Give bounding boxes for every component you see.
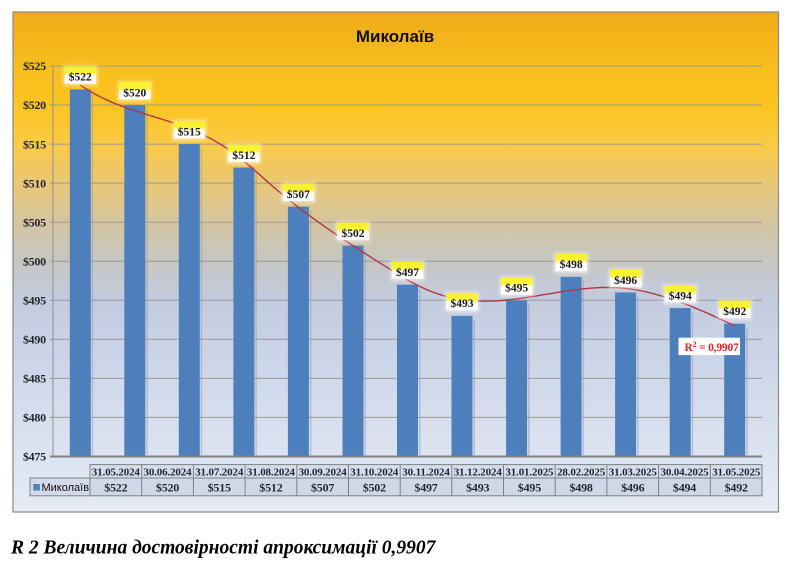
svg-text:$490: $490 — [23, 333, 46, 347]
svg-text:$520: $520 — [123, 86, 146, 99]
svg-text:$485: $485 — [23, 372, 46, 386]
svg-text:30.09.2024: 30.09.2024 — [299, 466, 348, 478]
svg-text:$497: $497 — [414, 481, 437, 495]
svg-text:$505: $505 — [23, 215, 46, 229]
svg-text:$496: $496 — [614, 274, 637, 287]
svg-text:$494: $494 — [673, 481, 696, 495]
svg-text:$510: $510 — [23, 176, 46, 190]
svg-text:$492: $492 — [723, 305, 746, 318]
svg-text:$502: $502 — [363, 481, 386, 495]
svg-text:31.05.2024: 31.05.2024 — [92, 466, 141, 478]
svg-text:30.11.2024: 30.11.2024 — [402, 466, 450, 478]
svg-text:$522: $522 — [69, 71, 92, 84]
svg-text:31.01.2025: 31.01.2025 — [505, 466, 554, 478]
svg-text:R2 = 0,9907: R2 = 0,9907 — [685, 340, 739, 354]
svg-text:31.07.2024: 31.07.2024 — [195, 466, 244, 478]
svg-text:31.12.2024: 31.12.2024 — [454, 466, 503, 478]
svg-text:$480: $480 — [23, 411, 46, 425]
svg-text:$495: $495 — [23, 294, 46, 308]
svg-text:$520: $520 — [23, 98, 46, 112]
svg-text:$498: $498 — [560, 258, 583, 271]
svg-text:$492: $492 — [725, 481, 748, 495]
svg-text:$500: $500 — [23, 254, 46, 268]
svg-text:$502: $502 — [342, 227, 365, 240]
svg-text:$522: $522 — [104, 481, 127, 495]
svg-text:R 2 Величина достовірності апр: R 2 Величина достовірності апроксимації … — [10, 537, 437, 558]
svg-text:30.04.2025: 30.04.2025 — [660, 466, 709, 478]
svg-text:$515: $515 — [178, 125, 201, 138]
svg-text:$493: $493 — [451, 297, 474, 310]
svg-text:31.10.2024: 31.10.2024 — [350, 466, 399, 478]
svg-text:$515: $515 — [208, 481, 231, 495]
svg-text:$515: $515 — [23, 137, 46, 151]
svg-text:$495: $495 — [518, 481, 541, 495]
svg-text:$525: $525 — [23, 59, 46, 73]
svg-text:$493: $493 — [466, 481, 489, 495]
svg-text:$495: $495 — [505, 282, 528, 295]
svg-text:Миколаїв: Миколаїв — [42, 482, 90, 494]
svg-text:$496: $496 — [621, 481, 644, 495]
svg-text:$520: $520 — [156, 481, 179, 495]
svg-text:31.05.2025: 31.05.2025 — [712, 466, 761, 478]
svg-text:31.03.2025: 31.03.2025 — [609, 466, 658, 478]
svg-text:$494: $494 — [669, 289, 692, 302]
svg-text:$512: $512 — [232, 149, 255, 162]
svg-text:28.02.2025: 28.02.2025 — [557, 466, 606, 478]
svg-text:$497: $497 — [396, 266, 419, 279]
svg-text:31.08.2024: 31.08.2024 — [247, 466, 296, 478]
svg-text:$498: $498 — [569, 481, 592, 495]
svg-text:$507: $507 — [287, 188, 310, 201]
svg-text:Миколаїв: Миколаїв — [356, 27, 434, 46]
svg-text:$512: $512 — [259, 481, 282, 495]
svg-text:$475: $475 — [23, 450, 46, 464]
svg-text:$507: $507 — [311, 481, 334, 495]
svg-text:30.06.2024: 30.06.2024 — [143, 466, 192, 478]
